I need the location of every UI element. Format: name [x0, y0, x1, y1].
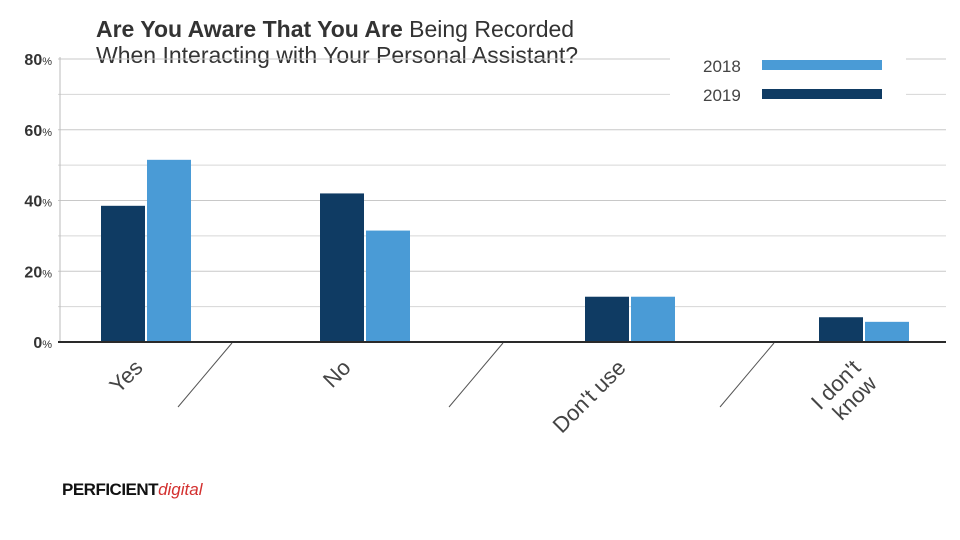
bar-2018-i-don-t-know [865, 321, 909, 342]
category-separator-line [448, 342, 504, 408]
legend-swatch-2019 [762, 89, 882, 99]
bar-2019-yes [101, 205, 145, 342]
category-separator-line [719, 342, 775, 408]
bar-2019-don-t-use [585, 296, 629, 342]
legend-swatch-2018 [762, 60, 882, 70]
logo-text-digital: digital [158, 480, 203, 499]
x-category-label: Don't use [548, 355, 631, 438]
bar-2018-no [366, 230, 410, 342]
logo-text-perficient: PERFICIENT [62, 480, 159, 499]
legend-label-2019: 2019 [703, 86, 741, 105]
bar-2019-i-don-t-know [819, 317, 863, 342]
y-tick-label: 80% [24, 52, 52, 69]
y-tick-label: 40% [24, 194, 52, 211]
legend-label-2018: 2018 [703, 57, 741, 76]
x-category-label: No [318, 355, 356, 393]
y-tick-label: 60% [24, 123, 52, 140]
chart-title: Are You Aware That You Are Being Recorde… [96, 16, 578, 68]
bar-2019-no [320, 193, 364, 342]
y-tick-label: 0% [33, 335, 52, 352]
bar-2018-yes [147, 159, 191, 342]
title-line-2: When Interacting with Your Personal Assi… [96, 42, 579, 68]
y-tick-label: 20% [24, 264, 52, 281]
perficient-digital-logo: PERFICIENTdigital [62, 480, 202, 500]
category-separator-line [177, 342, 233, 408]
title-bold-part: Are You Aware That You Are [96, 16, 403, 42]
title-light-part: Being Recorded [409, 16, 575, 42]
x-category-label: Yes [104, 355, 147, 398]
bar-2018-don-t-use [631, 296, 675, 342]
